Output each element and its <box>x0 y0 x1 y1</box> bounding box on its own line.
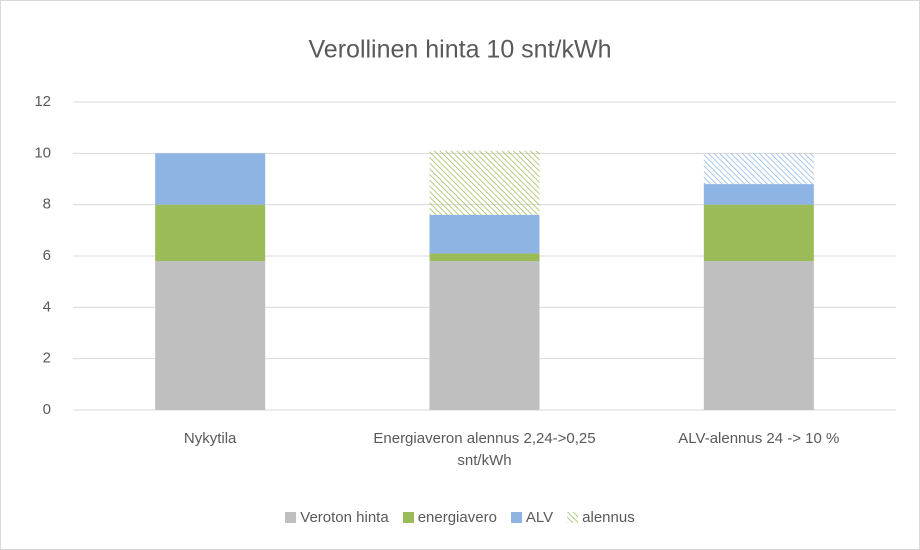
legend-item: ALV <box>510 509 554 526</box>
legend-swatch <box>567 512 579 523</box>
legend-swatch-fill <box>285 512 297 523</box>
legend-swatch <box>510 512 522 523</box>
y-tick-label: 10 <box>34 144 51 161</box>
legend-item: energiavero <box>402 509 497 526</box>
legend-item: alennus <box>567 509 635 526</box>
bar-segment <box>703 204 814 262</box>
bar-segment <box>429 214 540 254</box>
bar-segment <box>155 153 266 205</box>
bar-segment <box>155 204 266 262</box>
legend-swatch <box>285 512 297 523</box>
legend-item: Veroton hinta <box>285 509 389 526</box>
legend-label: energiavero <box>417 509 497 526</box>
bar-segment <box>703 261 814 410</box>
bar-segment <box>703 153 814 185</box>
y-tick-label: 0 <box>43 401 51 418</box>
legend-swatch-fill <box>510 512 522 523</box>
bar-segment <box>155 261 266 410</box>
legend-swatch-fill <box>567 512 579 523</box>
y-tick-label: 2 <box>43 350 51 367</box>
chart-title: Verollinen hinta 10 snt/kWh <box>309 36 612 64</box>
y-tick-label: 6 <box>43 247 51 264</box>
legend-label: ALV <box>525 509 554 526</box>
legend-swatch <box>402 512 414 523</box>
x-tick-label: Energiaveron alennus 2,24->0,25 snt/kWh <box>373 430 596 469</box>
legend-label: alennus <box>582 509 635 526</box>
legend-label: Veroton hinta <box>300 509 389 526</box>
y-tick-label: 8 <box>43 196 51 213</box>
legend-swatch-fill <box>402 512 414 523</box>
y-tick-label: 4 <box>43 298 51 315</box>
bar-segment <box>703 184 814 205</box>
bar-segment <box>429 150 540 215</box>
x-tick-label: ALV-alennus 24 -> 10 % <box>678 430 840 447</box>
bar-segment <box>429 253 540 262</box>
y-tick-label: 12 <box>34 93 51 110</box>
bar-segment <box>429 261 540 410</box>
legend: Veroton hinta energiavero ALV alennus <box>1 509 919 526</box>
x-tick-label: Nykytila <box>183 430 237 447</box>
